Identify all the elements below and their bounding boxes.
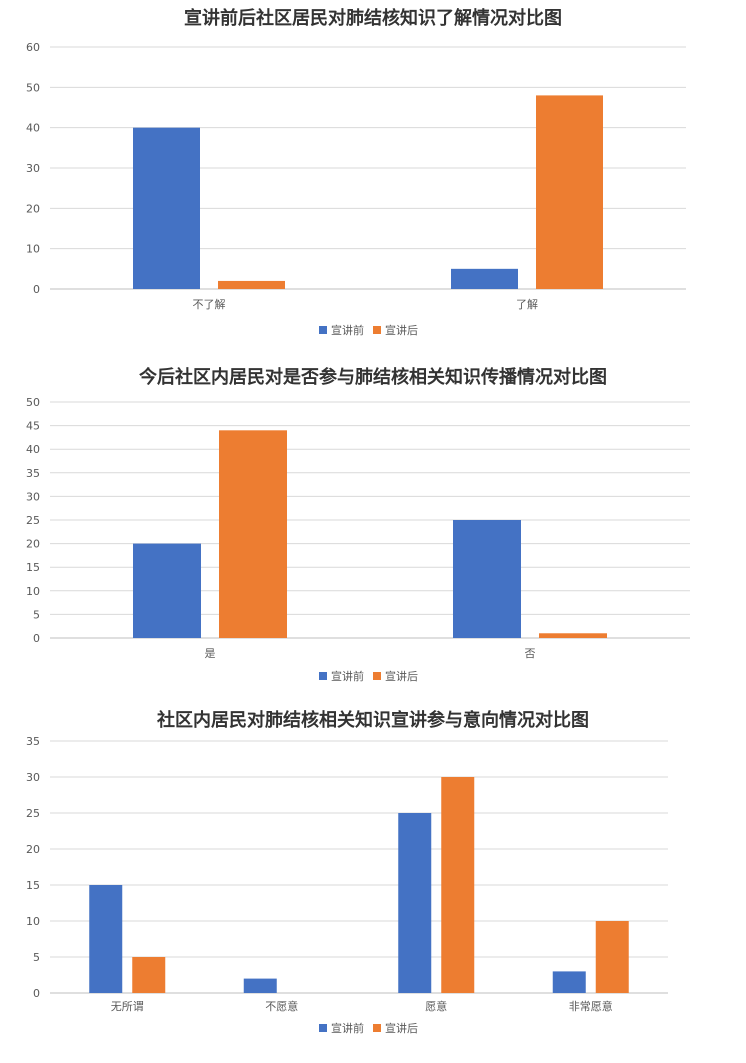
category-label: 是 <box>205 647 216 660</box>
y-tick-label: 60 <box>26 41 40 54</box>
bar-before <box>453 520 521 638</box>
y-tick-label: 5 <box>33 951 40 964</box>
chart-knowledge: 宣讲前后社区居民对肺结核知识了解情况对比图 0 10 20 30 40 50 60 不了解 了解… <box>0 0 746 350</box>
legend-swatch <box>319 672 327 680</box>
legend-swatch <box>373 1024 381 1032</box>
bar-before <box>451 268 518 289</box>
y-tick-label: 0 <box>33 987 40 1000</box>
y-tick-label: 35 <box>26 467 40 480</box>
y-tick-label: 30 <box>26 490 40 503</box>
y-tick-label: 20 <box>26 202 40 215</box>
legend-swatch <box>319 326 327 334</box>
legend-label: 宣讲前 <box>331 323 364 337</box>
bar-after <box>539 633 607 638</box>
bar-after <box>441 777 475 993</box>
category-label: 不愿意 <box>265 999 298 1013</box>
legend-swatch <box>373 672 381 680</box>
chart-title: 今后社区内居民对是否参与肺结核相关知识传播情况对比图 <box>139 367 607 388</box>
bar-after <box>536 95 603 290</box>
legend-swatch <box>373 326 381 334</box>
y-tick-label: 35 <box>26 735 40 748</box>
y-tick-label: 10 <box>26 585 40 598</box>
bar-after <box>132 957 166 993</box>
category-label: 否 <box>525 647 536 660</box>
bar-after <box>218 280 285 289</box>
category-label: 无所谓 <box>111 1000 144 1013</box>
y-tick-label: 15 <box>26 561 40 574</box>
chart-title: 社区内居民对肺结核相关知识宣讲参与意向情况对比图 <box>157 710 589 731</box>
legend-label: 宣讲前 <box>331 669 364 683</box>
legend-swatch <box>319 1024 327 1032</box>
legend-label: 宣讲后 <box>385 669 418 683</box>
y-tick-label: 30 <box>26 162 40 175</box>
y-tick-label: 40 <box>26 122 40 135</box>
bar-before <box>398 813 432 993</box>
chart-intention: 社区内居民对肺结核相关知识宣讲参与意向情况对比图 0 5 10 15 20 25 30 35 无… <box>0 700 746 1063</box>
y-tick-label: 10 <box>26 243 40 256</box>
category-label: 非常愿意 <box>569 999 613 1013</box>
y-tick-label: 50 <box>26 396 40 409</box>
y-tick-label: 45 <box>26 420 40 433</box>
chart-participation: 今后社区内居民对是否参与肺结核相关知识传播情况对比图 0 5 10 15 20 25 30 3… <box>0 355 746 700</box>
y-tick-label: 50 <box>26 81 40 94</box>
bar-after <box>219 430 287 638</box>
y-tick-label: 40 <box>26 443 40 456</box>
legend-label: 宣讲前 <box>331 1021 364 1035</box>
bar-before <box>133 127 200 290</box>
legend-label: 宣讲后 <box>385 323 418 337</box>
bar-before <box>243 978 277 993</box>
y-tick-label: 0 <box>33 283 40 296</box>
y-tick-label: 30 <box>26 771 40 784</box>
y-tick-label: 25 <box>26 514 40 527</box>
category-label: 不了解 <box>193 297 226 311</box>
y-tick-label: 10 <box>26 915 40 928</box>
legend-label: 宣讲后 <box>385 1021 418 1035</box>
bar-before <box>552 971 586 993</box>
y-tick-label: 15 <box>26 879 40 892</box>
y-tick-label: 5 <box>33 608 40 621</box>
bar-after <box>595 921 629 993</box>
y-tick-label: 20 <box>26 843 40 856</box>
bar-before <box>133 543 201 638</box>
y-tick-label: 20 <box>26 538 40 551</box>
chart-title: 宣讲前后社区居民对肺结核知识了解情况对比图 <box>184 8 562 29</box>
category-label: 了解 <box>516 297 538 311</box>
y-tick-label: 0 <box>33 632 40 645</box>
y-tick-label: 25 <box>26 807 40 820</box>
category-label: 愿意 <box>425 999 447 1013</box>
bar-before <box>89 885 123 993</box>
